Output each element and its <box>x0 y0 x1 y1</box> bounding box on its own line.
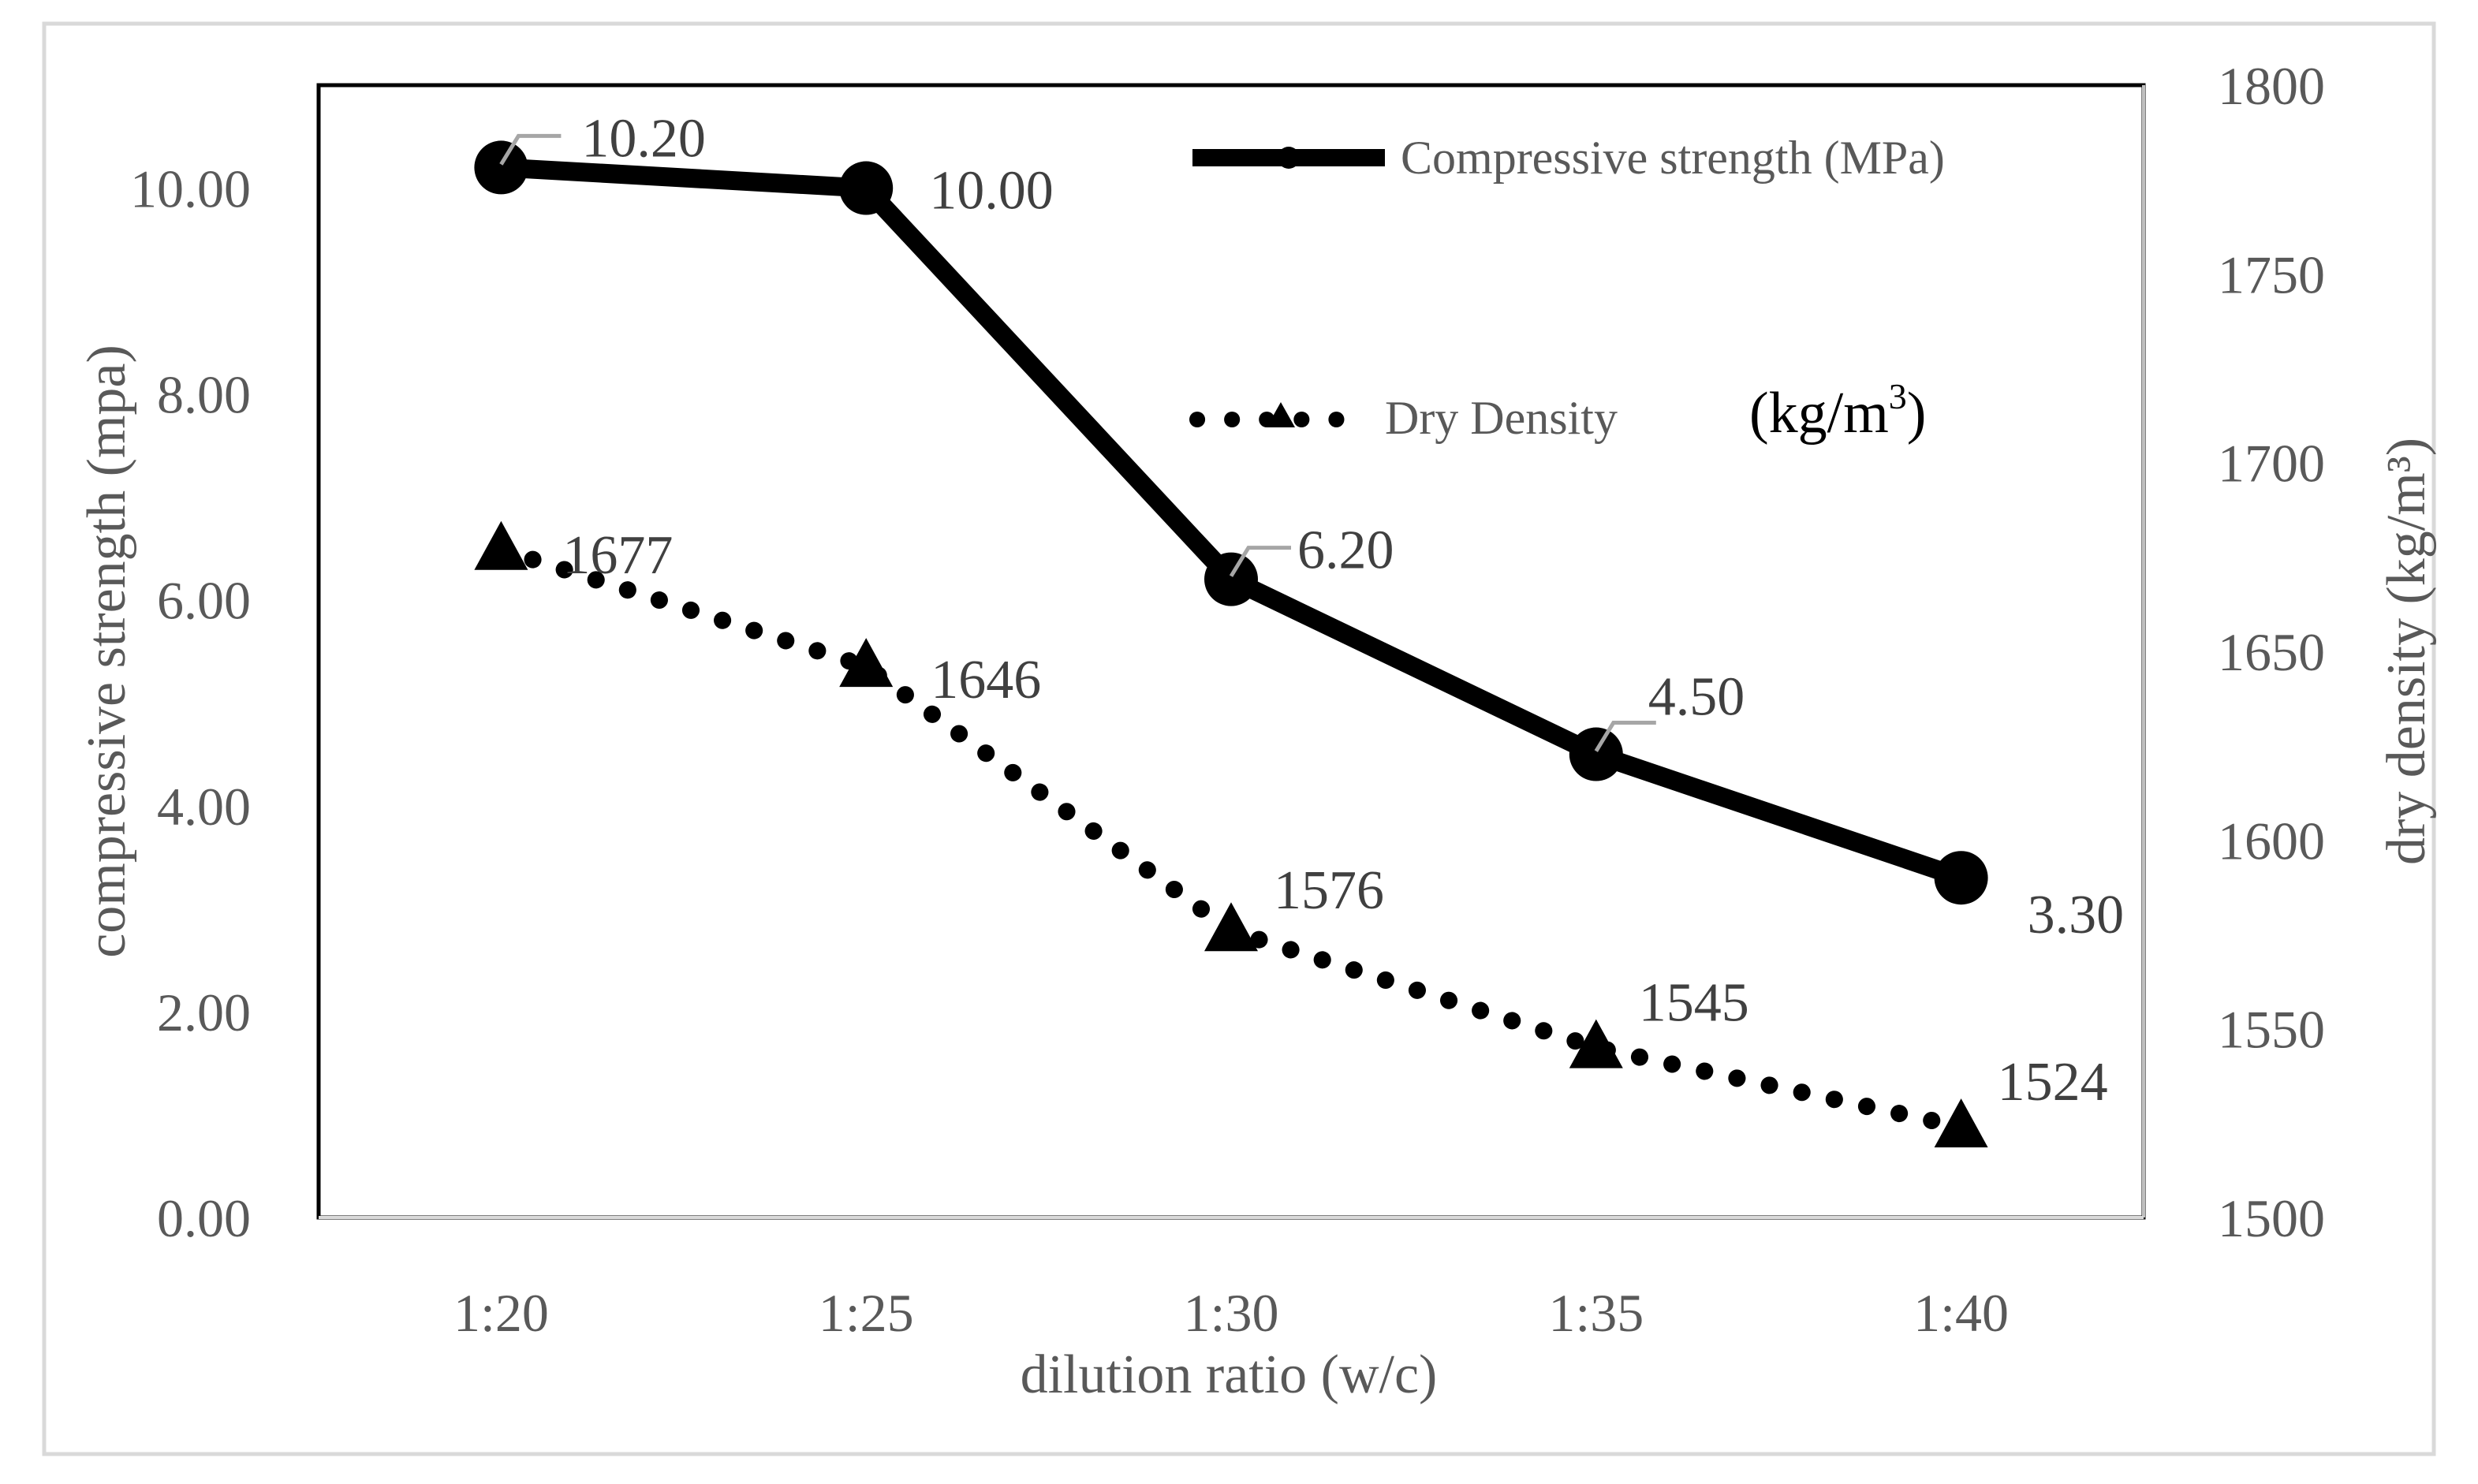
unit-annotation-superscript: 3 <box>1889 376 1907 416</box>
density-point <box>1934 1098 1988 1148</box>
y2-tick-label: 1650 <box>2218 622 2325 682</box>
density-point <box>1569 1019 1623 1068</box>
x-tick-label: 1:25 <box>819 1283 914 1343</box>
strength-point <box>1934 851 1988 905</box>
data-labels: 10.20 10.00 6.20 4.50 3.30 1677 1646 1576 1545 15… <box>499 108 2125 1113</box>
x-tick-label: 1:40 <box>1913 1283 2009 1343</box>
legend-marker-circle <box>1278 147 1300 169</box>
series-dry-density <box>474 520 1988 1148</box>
strength-point <box>474 140 528 195</box>
unit-annotation-base: (kg/m <box>1749 381 1889 446</box>
x-tick-label: 1:30 <box>1184 1283 1279 1343</box>
legend-marker-triangle <box>1267 402 1295 427</box>
unit-annotation-close: ) <box>1907 381 1927 446</box>
y-tick-label: 2.00 <box>157 982 251 1042</box>
strength-data-label: 10.20 <box>581 108 706 169</box>
y-tick-label: 0.00 <box>157 1188 251 1248</box>
y-tick-label: 10.00 <box>130 159 251 219</box>
y-tick-label: 8.00 <box>157 365 251 425</box>
strength-data-label: 3.30 <box>2028 885 2125 945</box>
y-tick-label: 4.00 <box>157 777 251 837</box>
series-compressive-strength <box>474 140 1988 905</box>
strength-data-label: 4.50 <box>1648 667 1745 728</box>
density-point <box>839 638 894 688</box>
y2-tick-label: 1600 <box>2218 811 2325 871</box>
y-tick-label: 6.00 <box>157 571 251 631</box>
y2-tick-label: 1750 <box>2218 244 2325 304</box>
y-axis-title: compressive strength (mpa) <box>77 345 137 958</box>
strength-label-leader <box>1229 546 1291 577</box>
density-data-label: 1646 <box>931 650 1041 710</box>
y2-tick-label: 1550 <box>2218 1000 2325 1060</box>
x-axis-ticks: 1:20 1:25 1:30 1:35 1:40 <box>453 1283 2009 1343</box>
x-tick-label: 1:35 <box>1548 1283 1644 1343</box>
strength-point <box>1569 727 1623 781</box>
strength-point <box>1204 552 1258 606</box>
density-data-label: 1677 <box>562 525 673 586</box>
strength-data-label: 10.00 <box>929 161 1054 222</box>
strength-point <box>839 161 894 215</box>
density-data-label: 1524 <box>1998 1052 2108 1113</box>
density-point <box>474 520 528 570</box>
strength-label-leader <box>1594 721 1656 752</box>
legend: Compressive strength (MPa) Dry Density <box>1189 132 1945 444</box>
density-unit-annotation: (kg/m3) <box>1749 376 1926 446</box>
y2-tick-label: 1800 <box>2218 56 2325 116</box>
y2-tick-label: 1700 <box>2218 434 2325 494</box>
right-axis-ticks: 1500 1550 1600 1650 1700 1750 1800 <box>2218 56 2325 1248</box>
density-data-label: 1545 <box>1639 973 1749 1034</box>
density-point <box>1204 902 1258 952</box>
x-axis-title: dilution ratio (w/c) <box>1021 1344 1438 1405</box>
density-data-label: 1576 <box>1274 860 1384 921</box>
legend-item-dry-density: Dry Density <box>1189 392 1618 444</box>
strength-label-leader <box>499 133 562 166</box>
legend-label-dry-density: Dry Density <box>1385 392 1618 444</box>
chart-frame <box>42 21 2436 1456</box>
x-tick-label: 1:20 <box>453 1283 549 1343</box>
left-axis-ticks: 0.00 2.00 4.00 6.00 8.00 10.00 <box>130 159 251 1248</box>
legend-item-compressive-strength: Compressive strength (MPa) <box>1192 132 1945 184</box>
y2-tick-label: 1500 <box>2218 1188 2325 1248</box>
legend-label-compressive-strength: Compressive strength (MPa) <box>1401 132 1945 184</box>
y2-axis-title: dry density (kg/m³) <box>2376 438 2437 865</box>
strength-data-label: 6.20 <box>1297 520 1394 581</box>
